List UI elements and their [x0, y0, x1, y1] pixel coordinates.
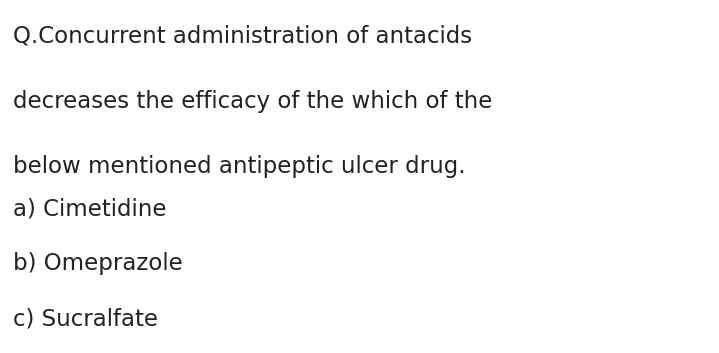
Text: below mentioned antipeptic ulcer drug.: below mentioned antipeptic ulcer drug. [13, 155, 466, 178]
Text: c) Sucralfate: c) Sucralfate [13, 307, 158, 330]
Text: decreases the efficacy of the which of the: decreases the efficacy of the which of t… [13, 90, 493, 113]
Text: a) Cimetidine: a) Cimetidine [13, 198, 166, 221]
Text: b) Omeprazole: b) Omeprazole [13, 252, 183, 275]
Text: Q.Concurrent administration of antacids: Q.Concurrent administration of antacids [13, 25, 472, 48]
